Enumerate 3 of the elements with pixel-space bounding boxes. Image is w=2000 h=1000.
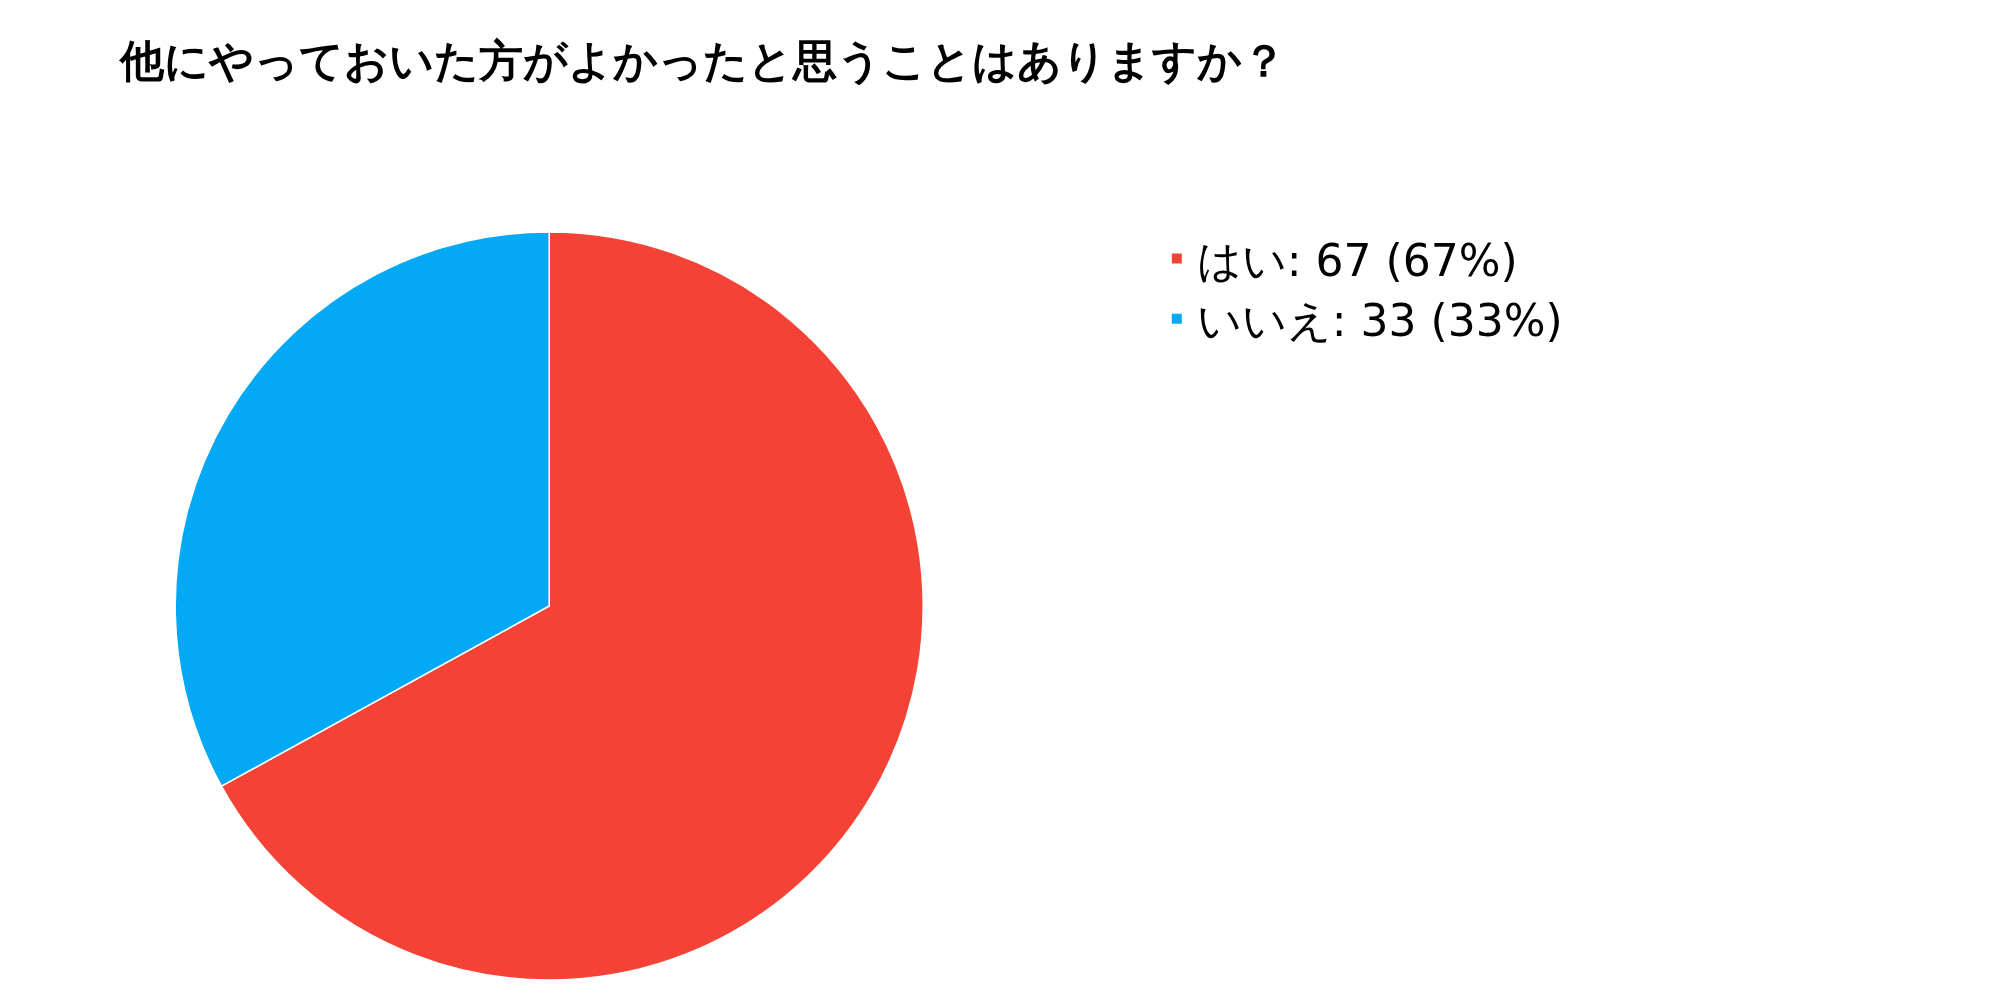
chart-title: 他にやっておいた方がよかったと思うことはありますか？ [118,34,1286,86]
legend-label: いいえ: 33 (33%) [1196,294,1563,346]
legend-label: はい: 67 (67%) [1196,234,1518,286]
